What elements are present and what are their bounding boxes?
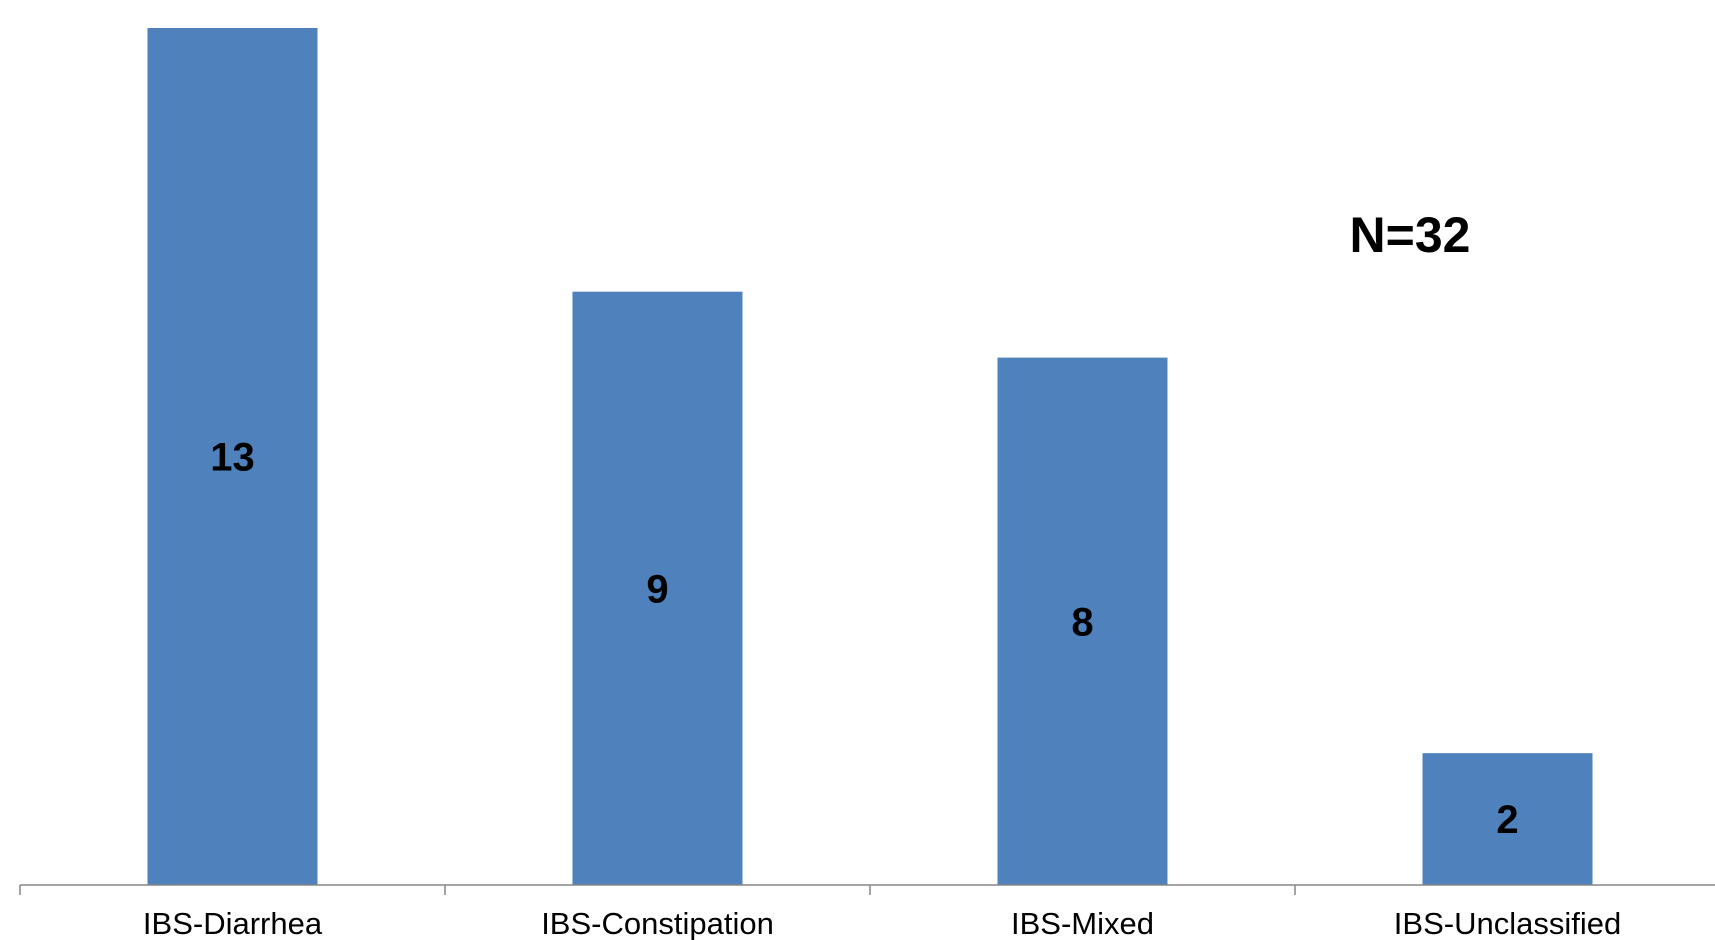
x-axis-ticks <box>19 885 1296 895</box>
bar-ibs-unclassified <box>1422 753 1593 885</box>
data-label-ibs-mixed: 8 <box>1071 600 1093 644</box>
bar-ibs-constipation <box>572 291 743 885</box>
category-label-ibs-diarrhea: IBS-Diarrhea <box>143 906 323 940</box>
category-label-ibs-constipation: IBS-Constipation <box>541 906 774 940</box>
category-label-ibs-unclassified: IBS-Unclassified <box>1394 906 1621 940</box>
bar-ibs-mixed <box>997 357 1168 886</box>
data-labels-group: 13 9 8 2 <box>210 436 1518 843</box>
bars-group <box>147 28 1593 886</box>
sample-size-annotation: N=32 <box>1350 207 1471 263</box>
data-label-ibs-constipation: 9 <box>646 567 668 611</box>
bar-ibs-diarrhea <box>147 28 318 885</box>
category-labels-group: IBS-Diarrhea IBS-Constipation IBS-Mixed IBS… <box>143 906 1621 940</box>
data-label-ibs-diarrhea: 13 <box>210 436 255 480</box>
data-label-ibs-unclassified: 2 <box>1496 798 1518 842</box>
category-label-ibs-mixed: IBS-Mixed <box>1011 906 1154 940</box>
